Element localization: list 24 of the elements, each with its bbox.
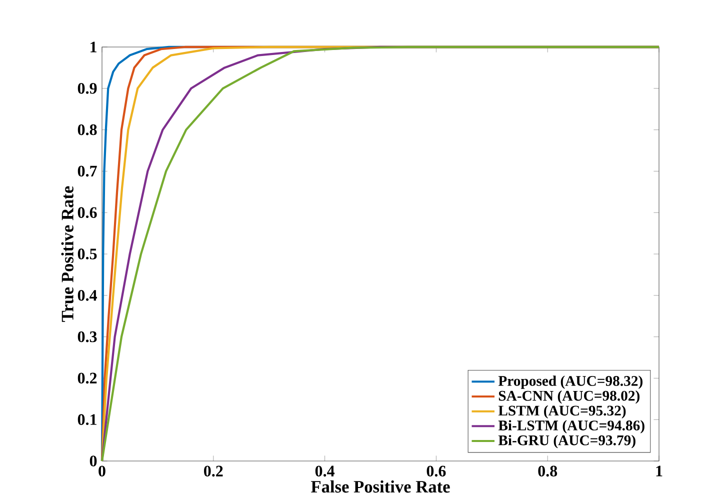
y-tick-label: 0.5 xyxy=(78,248,97,260)
x-tick-label: 0 xyxy=(98,466,106,476)
y-tick-label: 0 xyxy=(90,456,97,466)
y-tick-label: 0.7 xyxy=(78,166,97,177)
legend-label: SA-CNN (AUC=98.02) xyxy=(498,390,640,404)
legend-label: LSTM (AUC=95.32) xyxy=(498,405,626,419)
legend-label: Bi-GRU (AUC=93.79) xyxy=(498,434,636,448)
y-tick-label: 1 xyxy=(90,42,96,52)
y-tick-label: 0.6 xyxy=(78,207,97,218)
x-axis-title: False Positive Rate xyxy=(311,480,450,493)
y-tick-label: 0.1 xyxy=(78,414,96,426)
y-tick-label: 0.2 xyxy=(78,372,97,384)
y-tick-label: 0.9 xyxy=(78,82,97,94)
y-tick-label: 0.4 xyxy=(78,290,97,301)
legend-label: Bi-LSTM (AUC=94.86) xyxy=(498,420,644,434)
legend-label: Proposed (AUC=98.32) xyxy=(498,376,642,389)
y-axis-title: True Positive Rate xyxy=(61,186,74,322)
x-tick-label: 0.4 xyxy=(315,466,334,477)
y-tick-label: 0.8 xyxy=(78,124,97,136)
x-tick-label: 0.2 xyxy=(204,466,223,477)
x-tick-label: 0.8 xyxy=(538,466,558,477)
x-tick-label: 0.6 xyxy=(426,466,446,477)
x-tick-label: 1 xyxy=(656,466,662,476)
y-tick-label: 0.3 xyxy=(78,331,97,342)
